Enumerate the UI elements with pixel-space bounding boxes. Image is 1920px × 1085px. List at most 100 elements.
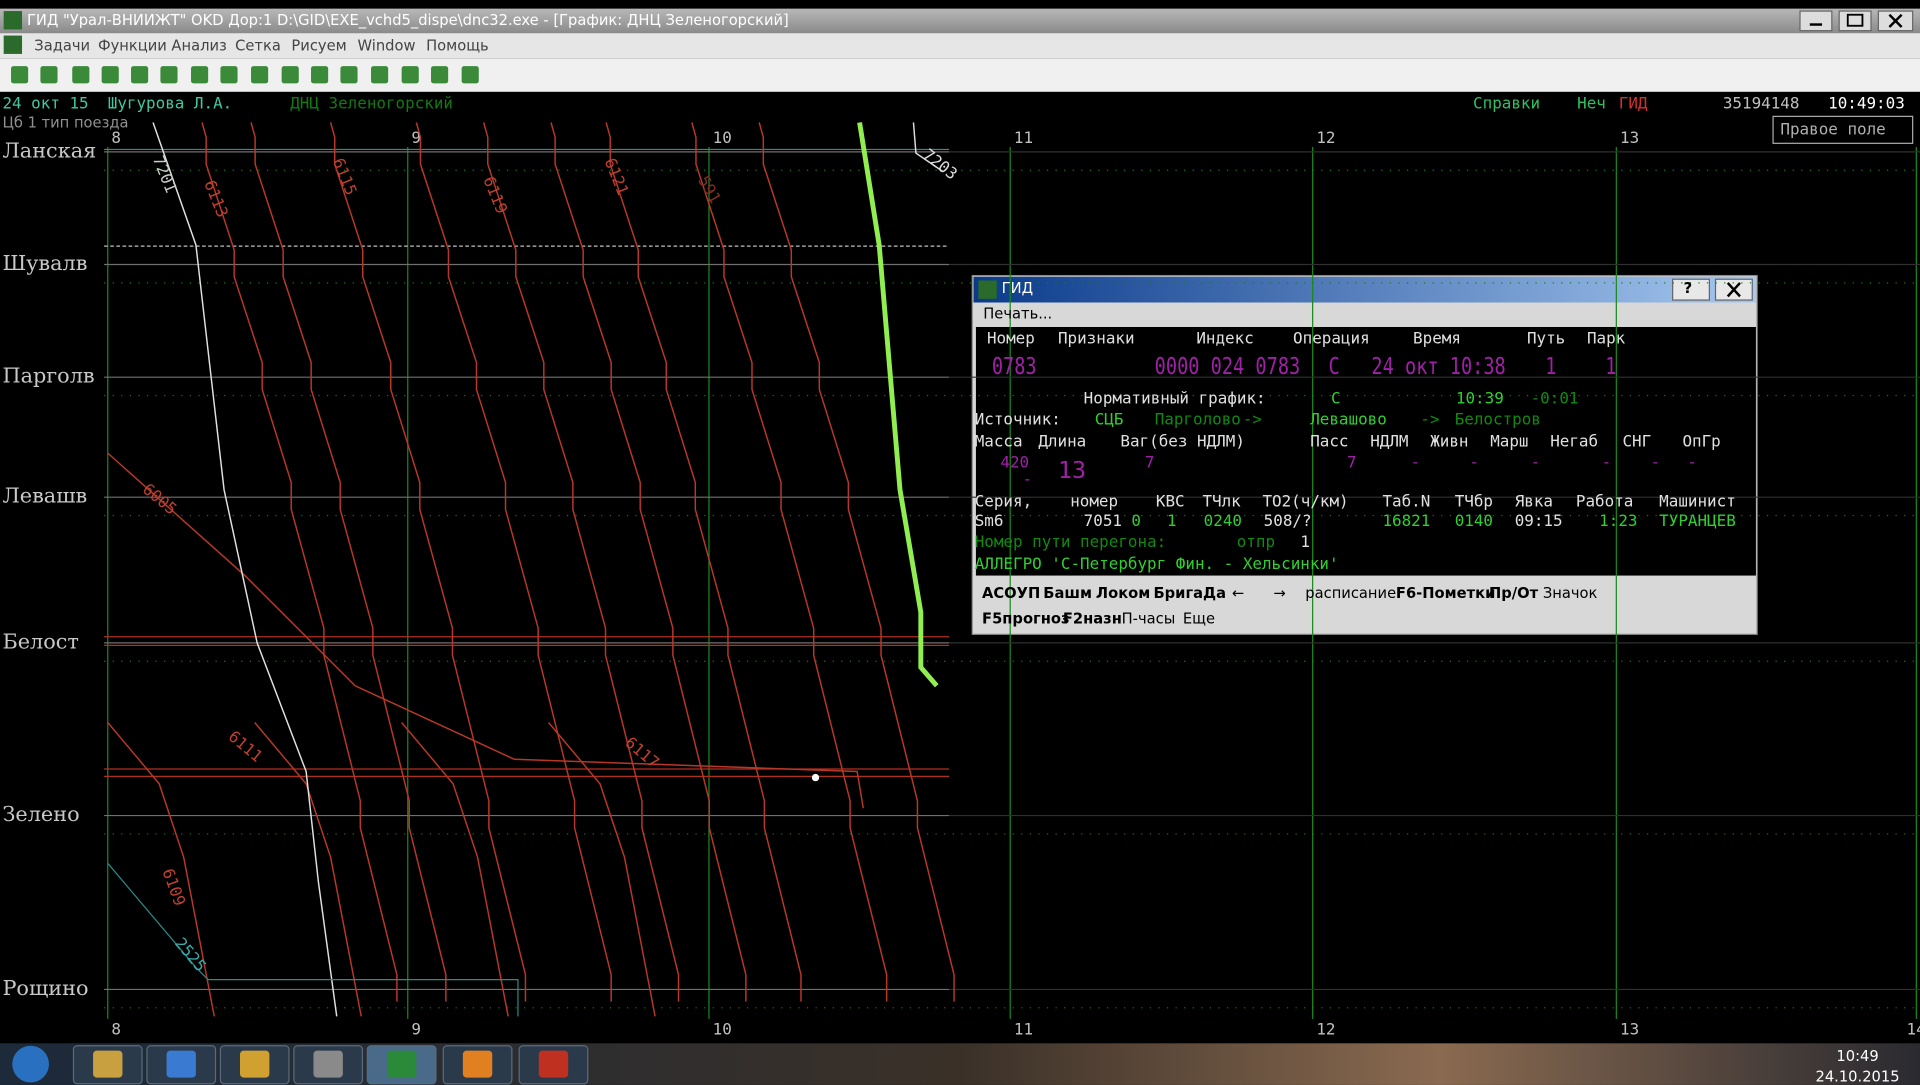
minimize-button[interactable] (1799, 10, 1833, 32)
hour-label-top: 11 (1014, 128, 1033, 147)
train-line (254, 722, 362, 1017)
hour-label-bottom: 11 (1014, 1019, 1033, 1038)
dash: - (1531, 452, 1541, 471)
task-icon (462, 1050, 493, 1078)
dialog-header: Марш (1490, 432, 1528, 451)
dialog-header: номер (1070, 492, 1118, 511)
toolbar-icon[interactable] (131, 66, 149, 84)
route-station: Парголово (1155, 410, 1241, 429)
clock-time: 10:49 (1836, 1048, 1878, 1065)
station-name: Рощино (2, 976, 88, 1000)
task-icon (538, 1050, 569, 1078)
toolbar-icon[interactable] (160, 66, 178, 84)
clock-date: 24.10.2015 (1815, 1069, 1899, 1085)
status-parity: Неч (1577, 94, 1606, 113)
dialog-menu: Печать... (983, 306, 1052, 323)
toolbar-icon[interactable] (340, 66, 358, 84)
dialog-header: Работа (1576, 492, 1633, 511)
train-line (107, 722, 216, 1017)
train-line (329, 122, 527, 1002)
route-arrow: -> (1420, 410, 1439, 429)
dialog-header: Время (1413, 329, 1461, 348)
hour-label-top: 12 (1316, 128, 1335, 147)
dialog-button[interactable]: Локом (1096, 585, 1150, 602)
norm-delta: -0:01 (1531, 389, 1579, 408)
window-title: ГИД "Урал-ВНИИЖТ" OKD Дор:1 D:\GID\EXE_v… (27, 12, 789, 29)
route-station: Белостров (1455, 410, 1541, 429)
dialog-button[interactable]: Башм (1043, 585, 1092, 602)
dialog-button[interactable]: F6-Пометки (1396, 585, 1495, 602)
dialog-button[interactable]: П-часы (1122, 611, 1176, 628)
status-help: Справки (1473, 94, 1540, 113)
norm-time: 10:39 (1456, 389, 1504, 408)
track-dir: отпр (1237, 532, 1275, 551)
hour-label-top: 10 (713, 128, 732, 147)
toolbar-icon[interactable] (40, 66, 58, 84)
route-arrow: -> (1243, 410, 1262, 429)
train-line-0783 (857, 122, 939, 688)
dialog-button[interactable]: F5прогноз (982, 611, 1069, 628)
crew-value: ТУРАНЦЕВ (1659, 511, 1736, 530)
hour-label-top: 13 (1620, 128, 1639, 147)
right-field-box[interactable] (1772, 115, 1914, 144)
station-name: Шувалв (2, 251, 87, 275)
dialog-button[interactable]: Значок (1543, 585, 1598, 602)
crew-value: Sm6 (975, 511, 1004, 530)
toolbar-icon[interactable] (371, 66, 389, 84)
dialog-header: Путь (1527, 329, 1565, 348)
dialog-value: 0000 024 0783 (1155, 352, 1301, 380)
menu-item: Помощь (426, 38, 489, 55)
dialog-help-button[interactable] (1672, 278, 1710, 301)
route-station: Левашово (1310, 410, 1387, 429)
toolbar-icon[interactable] (401, 66, 419, 84)
restore-glyph (1846, 13, 1864, 27)
dialog-value: 1 (1545, 352, 1556, 380)
dash: - (1469, 452, 1479, 471)
status-id: 35194148 (1723, 94, 1800, 113)
toolbar-icon[interactable] (101, 66, 119, 84)
toolbar-icon[interactable] (461, 66, 479, 84)
task-icon (166, 1050, 196, 1078)
toolbar-icon[interactable] (11, 66, 29, 84)
dialog-button[interactable]: АСОУП (982, 585, 1040, 602)
train-line (250, 122, 447, 1002)
dialog-button[interactable]: Пр/От (1489, 585, 1539, 602)
menu-item: Window (358, 38, 416, 55)
window-controls[interactable] (1799, 10, 1914, 32)
toolbar-icon[interactable] (251, 66, 269, 84)
task-icon (93, 1050, 123, 1078)
toolbar-icon[interactable] (431, 66, 449, 84)
station-name: Парголв (2, 364, 94, 388)
source-label: Источник: (975, 410, 1061, 429)
dialog-header: Масса (975, 432, 1023, 451)
source: СЦБ (1095, 410, 1124, 429)
dialog-button[interactable]: F2назн (1063, 611, 1122, 628)
dialog-button[interactable]: → (1273, 585, 1285, 602)
norm-label: Нормативный график: (1084, 389, 1266, 408)
marker (811, 773, 820, 782)
dialog-button[interactable]: Еще (1183, 611, 1215, 628)
dash: - (1602, 452, 1612, 471)
hour-label-bottom: 10 (713, 1019, 732, 1038)
wagons: 7 (1145, 452, 1155, 471)
toolbar-icon[interactable] (311, 66, 329, 84)
crew-value: 1 (1167, 511, 1177, 530)
toolbar-icon[interactable] (72, 66, 90, 84)
dialog-header: Ваг(без НДЛМ) (1120, 432, 1245, 451)
crew-value: 0140 (1455, 511, 1493, 530)
status-date: 24 окт 15 (2, 94, 88, 113)
station-name: Зелено (2, 802, 79, 826)
start-button[interactable] (12, 1045, 49, 1083)
dialog-button[interactable]: ← (1232, 585, 1244, 602)
status-gid: ГИД (1619, 94, 1648, 113)
app-icon (3, 11, 23, 30)
dialog-button[interactable]: расписание (1305, 585, 1396, 602)
toolbar-icon[interactable] (191, 66, 209, 84)
station-name: Белост (2, 629, 78, 653)
station-name: Ланская (2, 138, 96, 162)
toolbar-icon[interactable] (281, 66, 299, 84)
train-line-cyan (107, 862, 519, 1017)
toolbar-icon[interactable] (220, 66, 238, 84)
dialog-button[interactable]: БригаДа (1153, 585, 1226, 602)
